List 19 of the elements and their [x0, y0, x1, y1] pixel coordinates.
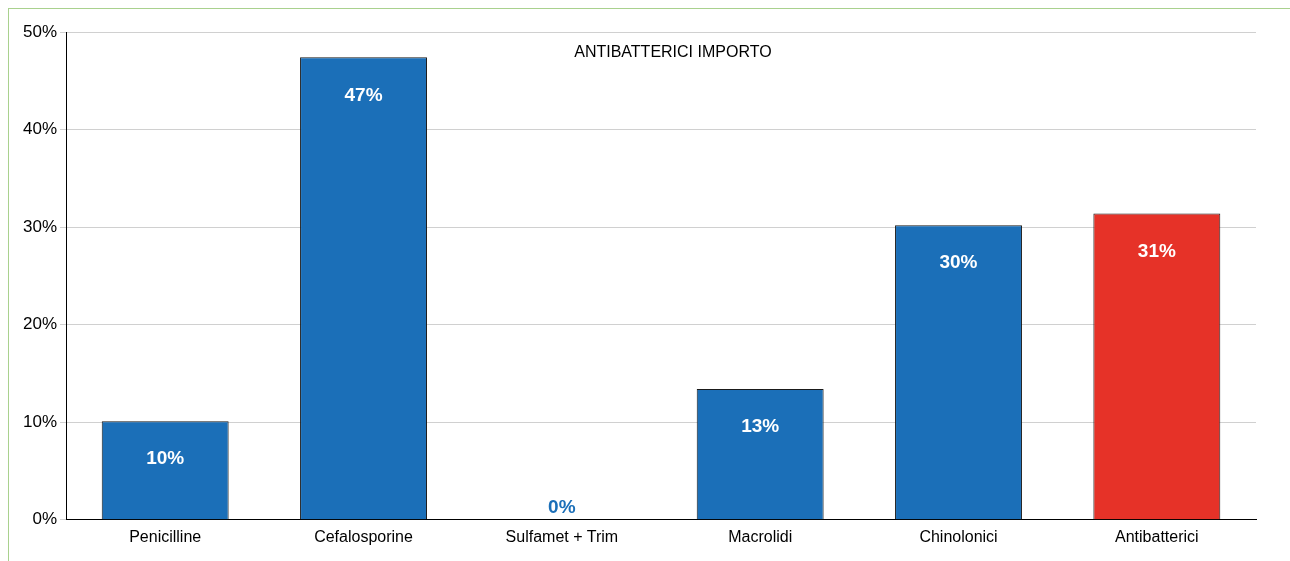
data-label: 10%	[146, 447, 185, 469]
data-label: 31%	[1137, 239, 1176, 261]
y-tick-label: 0%	[32, 509, 58, 529]
y-tick-label: 20%	[22, 314, 58, 334]
y-tick-label: 10%	[22, 411, 58, 431]
x-tick-label: Antibatterici	[1115, 527, 1199, 545]
x-tick-label: Penicilline	[129, 527, 202, 545]
data-label: 0%	[548, 496, 576, 518]
text: ANTIBATTERICI IMPORTO	[574, 43, 772, 61]
y-tick-label: 30%	[22, 216, 58, 236]
data-label: 13%	[741, 415, 780, 437]
x-tick-label: Sulfamet + Trim	[505, 527, 619, 545]
x-tick-label: Macrolidi	[728, 527, 793, 545]
data-label: 47%	[344, 83, 383, 105]
data-label: 30%	[939, 251, 978, 273]
y-tick-label: 50%	[22, 21, 58, 41]
x-tick-label: Chinolonici	[919, 527, 998, 545]
x-tick-label: Cefalosporine	[314, 527, 413, 545]
y-tick-label: 40%	[22, 119, 58, 139]
